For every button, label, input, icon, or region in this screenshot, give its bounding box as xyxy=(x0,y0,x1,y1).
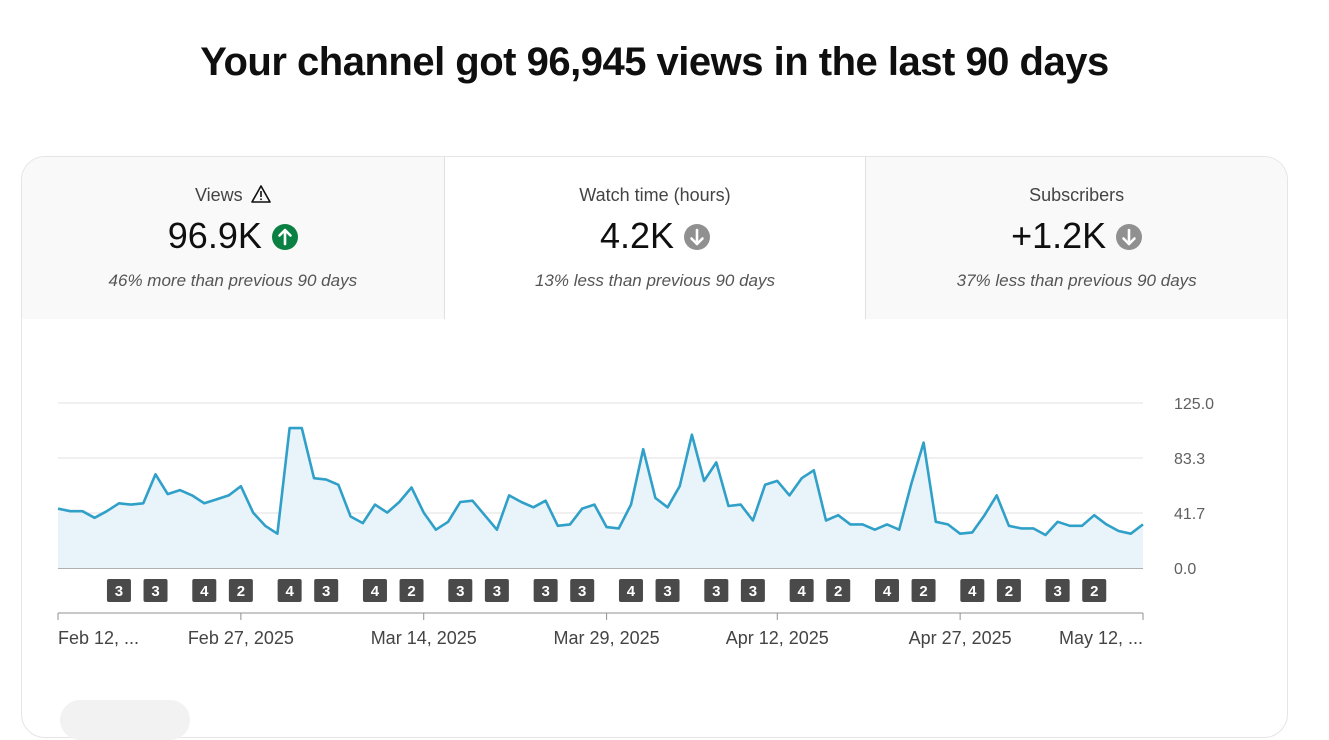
video-count-badge xyxy=(789,579,814,602)
series-area xyxy=(58,428,1143,568)
video-count-badge xyxy=(362,579,387,602)
y-tick-label: 83.3 xyxy=(1174,451,1205,468)
video-count-label: 4 xyxy=(627,583,636,600)
y-tick-label: 0.0 xyxy=(1174,561,1196,578)
tab-watch-time-compare: 13% less than previous 90 days xyxy=(534,271,775,290)
tab-subscribers-value: +1.2K xyxy=(1011,215,1107,256)
y-tick-label: 125.0 xyxy=(1174,396,1214,413)
video-count-label: 2 xyxy=(237,583,245,600)
x-tick-label: May 12, ... xyxy=(1059,628,1143,648)
video-count-label: 3 xyxy=(663,583,671,600)
analytics-card: Views 96.9K 46% more than previous 90 da… xyxy=(21,156,1288,738)
video-count-label: 4 xyxy=(371,583,380,600)
tab-views-label: Views xyxy=(194,185,243,205)
video-count-badge xyxy=(143,579,168,602)
video-count-badge xyxy=(704,579,729,602)
video-count-badge xyxy=(1045,579,1070,602)
video-count-label: 3 xyxy=(151,583,159,600)
video-count-label: 2 xyxy=(834,583,842,600)
video-count-badge xyxy=(655,579,680,602)
arrow-up-icon xyxy=(271,217,298,259)
tab-watch-time-value: 4.2K xyxy=(599,215,675,256)
tab-views[interactable]: Views 96.9K 46% more than previous 90 da… xyxy=(22,157,444,319)
video-count-badge xyxy=(448,579,473,602)
page-title: Your channel got 96,945 views in the las… xyxy=(200,40,1109,84)
series-line xyxy=(57,426,1144,537)
video-count-badge xyxy=(192,579,217,602)
views-chart-svg: 125.0 83.3 41.7 0.0 3 3 4 2 4 3 4 2 3 3 3 3 4 3 3 3 4 2 4 2 4 2 3 2… xyxy=(57,396,1214,648)
video-count-label: 2 xyxy=(919,583,927,600)
video-count-label: 2 xyxy=(1005,583,1013,600)
tab-watch-time[interactable]: Watch time (hours) 4.2K 13% less than pr… xyxy=(443,157,866,319)
video-count-label: 4 xyxy=(797,583,806,600)
video-count-label: 3 xyxy=(578,583,586,600)
tab-subscribers-compare: 37% less than previous 90 days xyxy=(956,271,1197,290)
x-tick-label: Mar 29, 2025 xyxy=(554,628,660,648)
views-chart: 125.0 83.3 41.7 0.0 3 3 4 2 4 3 4 2 3 3 3 3 4 3 3 3 4 2 4 2 4 2 3 2… xyxy=(57,396,1214,648)
video-count-badge xyxy=(533,579,558,602)
video-count-badge xyxy=(228,579,253,602)
video-count-label: 4 xyxy=(883,583,892,600)
video-count-label: 3 xyxy=(749,583,757,600)
video-count-label: 4 xyxy=(968,583,977,600)
tab-views-compare: 46% more than previous 90 days xyxy=(108,271,358,290)
x-tick-label: Feb 27, 2025 xyxy=(188,628,294,648)
tab-subscribers[interactable]: Subscribers +1.2K 37% less than previous… xyxy=(865,157,1287,319)
video-count-label: 3 xyxy=(1053,583,1061,600)
video-count-badge xyxy=(740,579,765,602)
video-count-badge xyxy=(314,579,339,602)
video-count-badge xyxy=(996,579,1021,602)
video-count-badge xyxy=(960,579,985,602)
video-count-badge xyxy=(399,579,424,602)
warning-icon[interactable] xyxy=(250,185,271,208)
video-count-badge xyxy=(874,579,899,602)
video-count-label: 2 xyxy=(407,583,415,600)
video-count-label: 3 xyxy=(712,583,720,600)
arrow-down-icon xyxy=(1116,217,1143,259)
video-count-label: 3 xyxy=(456,583,464,600)
video-count-label: 4 xyxy=(285,583,294,600)
video-count-label: 2 xyxy=(1090,583,1098,600)
video-count-badge xyxy=(618,579,643,602)
x-tick-label: Apr 27, 2025 xyxy=(909,628,1012,648)
video-count-badge xyxy=(277,579,302,602)
x-tick-label: Apr 12, 2025 xyxy=(726,628,829,648)
tab-views-value: 96.9K xyxy=(167,215,262,256)
x-tick-label: Feb 12, ... xyxy=(58,628,139,648)
video-count-badge xyxy=(1082,579,1107,602)
see-more-button[interactable] xyxy=(60,700,190,740)
video-count-label: 3 xyxy=(322,583,330,600)
tab-subscribers-label: Subscribers xyxy=(1029,185,1125,205)
video-count-label: 3 xyxy=(115,583,123,600)
video-count-label: 4 xyxy=(200,583,209,600)
video-count-label: 3 xyxy=(541,583,549,600)
metric-tabs: Views 96.9K 46% more than previous 90 da… xyxy=(22,157,1287,319)
video-count-badge xyxy=(484,579,509,602)
x-tick-label: Mar 14, 2025 xyxy=(371,628,477,648)
video-count-badge xyxy=(570,579,595,602)
video-count-badge xyxy=(826,579,851,602)
y-tick-label: 41.7 xyxy=(1174,506,1205,523)
video-count-badge xyxy=(911,579,936,602)
video-count-label: 3 xyxy=(493,583,501,600)
arrow-down-icon xyxy=(684,217,711,259)
video-count-badge xyxy=(106,579,131,602)
tab-watch-time-label: Watch time (hours) xyxy=(579,185,731,205)
